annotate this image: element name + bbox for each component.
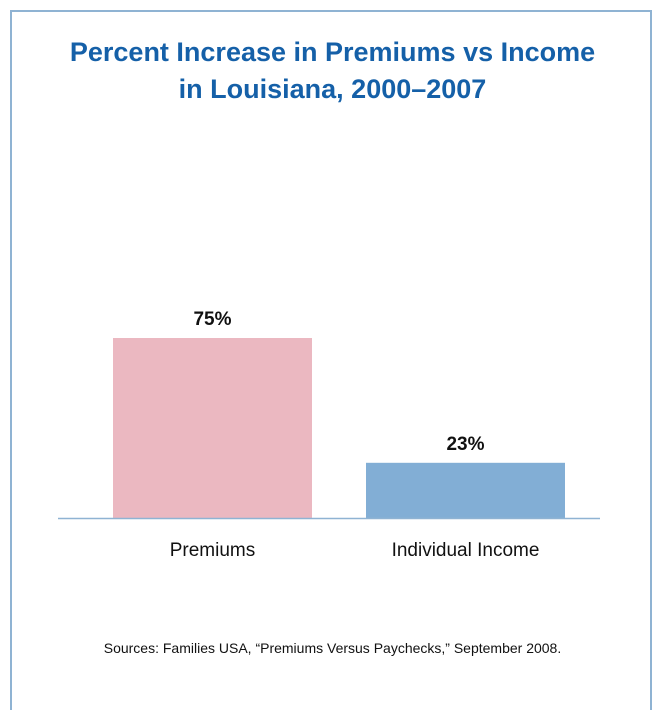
bar-1 <box>113 338 312 518</box>
category-label-2: Individual Income <box>392 540 540 561</box>
data-label-1: 75% <box>193 309 231 330</box>
chart-title: Percent Increase in Premiums vs Income i… <box>0 34 665 108</box>
bar-2 <box>366 462 565 518</box>
chart-title-line-1: Percent Increase in Premiums vs Income <box>69 37 596 67</box>
data-label-2: 23% <box>446 434 484 455</box>
chart-title-line-2: in Louisiana, 2000–2007 <box>178 74 487 104</box>
source-note: Sources: Families USA, “Premiums Versus … <box>103 640 562 656</box>
category-label-1: Premiums <box>170 540 256 561</box>
